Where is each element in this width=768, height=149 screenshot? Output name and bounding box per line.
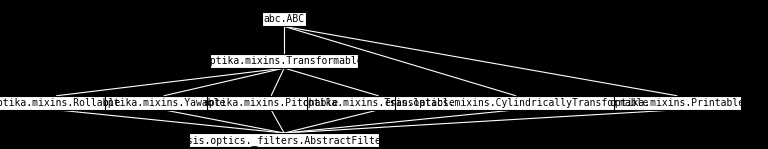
Bar [262, 12, 306, 26]
Bar [395, 96, 637, 110]
Text: optika.mixins.Rollable: optika.mixins.Rollable [0, 98, 121, 108]
Bar [307, 96, 450, 110]
Bar [207, 96, 335, 110]
Text: optika.mixins.Translatable: optika.mixins.Translatable [303, 98, 455, 108]
Text: optika.mixins.Pitchable: optika.mixins.Pitchable [204, 98, 339, 108]
Text: esis.optics.mixins.CylindricallyTransformable: esis.optics.mixins.CylindricallyTransfor… [384, 98, 648, 108]
Text: esis.optics._filters.AbstractFilter: esis.optics._filters.AbstractFilter [181, 135, 387, 146]
Text: optika.mixins.Yawable: optika.mixins.Yawable [102, 98, 225, 108]
Bar [105, 96, 222, 110]
Bar [210, 54, 359, 68]
Text: optika.mixins.Transformable: optika.mixins.Transformable [205, 56, 363, 66]
Text: optika.mixins.Printable: optika.mixins.Printable [610, 98, 745, 108]
Bar [189, 133, 379, 147]
Bar [614, 96, 741, 110]
Bar [0, 96, 118, 110]
Text: abc.ABC: abc.ABC [263, 14, 305, 24]
